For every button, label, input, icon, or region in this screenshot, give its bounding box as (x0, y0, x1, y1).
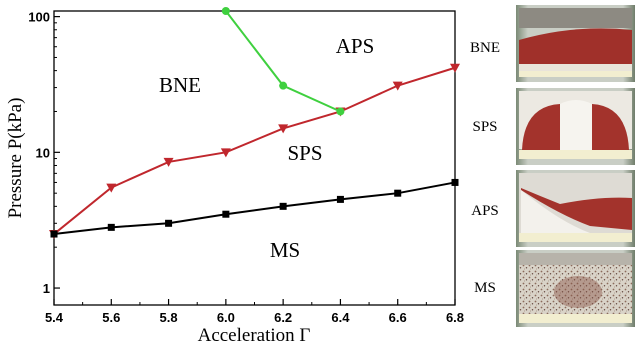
photo-bne (516, 5, 635, 82)
region-label-aps: APS (336, 34, 375, 58)
region-label-sps: SPS (287, 141, 322, 165)
data-point (279, 81, 288, 90)
series-line (53, 66, 456, 235)
series-layer (49, 7, 460, 240)
series-line (53, 181, 456, 236)
x-tick-label: 6.0 (217, 310, 235, 325)
x-tick-label: 6.2 (274, 310, 292, 325)
data-point (106, 183, 117, 193)
data-point (163, 157, 174, 167)
photo-label-sps: SPS (472, 119, 497, 135)
photo-ms (516, 250, 635, 327)
y-tick-label: 10 (36, 145, 50, 160)
data-point (336, 195, 344, 203)
data-point (279, 202, 287, 210)
x-axis-title: Acceleration Γ (198, 325, 311, 346)
data-point (394, 189, 402, 197)
data-point (107, 223, 115, 231)
data-point (451, 178, 459, 186)
x-tick-label: 5.6 (102, 310, 120, 325)
x-tick-label: 5.4 (45, 310, 64, 325)
data-point (392, 81, 403, 91)
region-label-bne: BNE (159, 73, 201, 97)
series-square (50, 178, 459, 238)
x-tick-label: 6.4 (331, 310, 350, 325)
data-point (221, 7, 230, 15)
y-axis-title: Pressure P(kPa) (5, 98, 26, 219)
data-point (220, 148, 231, 158)
photo-label-bne: BNE (470, 40, 500, 56)
photo-aps (516, 170, 635, 247)
y-tick-label: 100 (28, 10, 50, 25)
data-point (278, 124, 289, 134)
plot-area (53, 10, 456, 306)
axis-ticks: 5.4 5.6 5.8 6.0 6.2 6.4 6.6 6.8 1 10 100 (28, 10, 464, 325)
photo-label-ms: MS (474, 280, 496, 296)
photo-label-aps: APS (471, 203, 499, 219)
photo-sps (516, 88, 635, 165)
x-tick-label: 6.8 (446, 310, 464, 325)
x-tick-label: 6.6 (389, 310, 407, 325)
data-point (450, 63, 460, 73)
data-point (50, 230, 58, 238)
y-tick-label: 1 (43, 281, 50, 296)
x-tick-label: 5.8 (160, 310, 178, 325)
series-circle (221, 7, 345, 116)
data-point (222, 210, 230, 218)
data-point (165, 219, 173, 227)
region-label-ms: MS (270, 238, 300, 262)
plot-frame (53, 10, 456, 306)
data-point (336, 107, 345, 116)
